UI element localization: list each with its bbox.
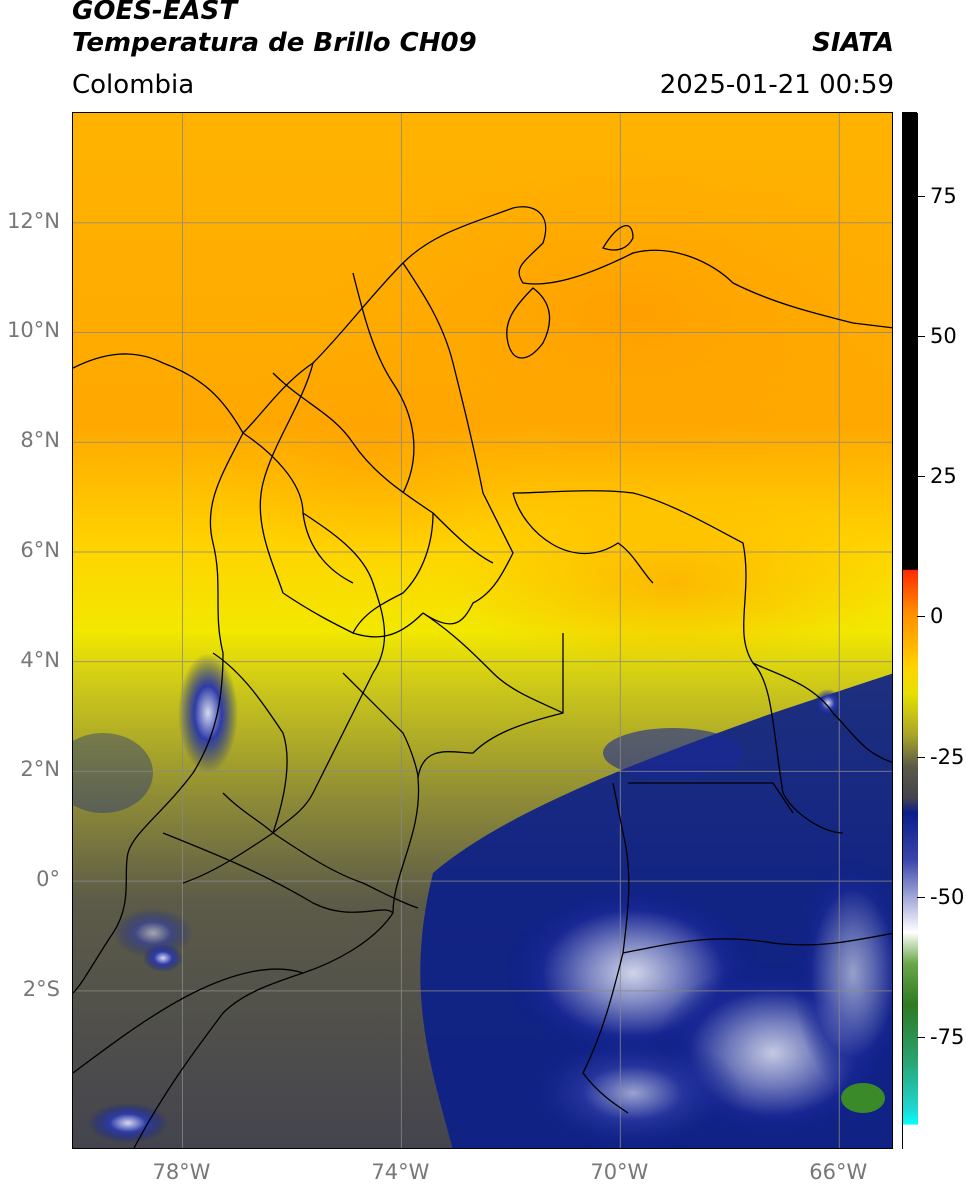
title-line-1: GOES-EAST: [72, 0, 238, 26]
colorbar-tick: [917, 336, 925, 338]
colorbar-label: 50: [930, 324, 957, 349]
convective-cell: [113, 908, 193, 958]
colorbar-tick: [917, 616, 925, 618]
borders: [73, 206, 892, 1148]
colorbar-svg: [903, 113, 918, 1150]
convective-cell: [143, 944, 183, 972]
convective-cell: [178, 653, 238, 773]
longitude-label: 66°W: [809, 1160, 868, 1184]
latitude-label: 6°N: [20, 537, 60, 562]
colorbar-tick: [917, 476, 925, 478]
satellite-map[interactable]: [72, 112, 893, 1149]
colorbar: [902, 112, 918, 1150]
latitude-label: 10°N: [7, 318, 60, 343]
latitude-label: 4°N: [20, 647, 60, 672]
colorbar-label: -50: [930, 884, 965, 909]
cold-core: [793, 853, 892, 1093]
longitude-label: 78°W: [152, 1160, 211, 1184]
colorbar-tick: [917, 896, 925, 898]
cold-patch: [523, 1033, 743, 1148]
colorbar-label: 0: [930, 604, 944, 629]
colorbar-label: 25: [930, 464, 957, 489]
latitude-label: 8°N: [20, 428, 60, 453]
brand-label: SIATA: [812, 28, 894, 58]
warm-lobe: [213, 323, 533, 563]
latitude-label: 0°: [36, 867, 60, 892]
latitude-label: 12°N: [7, 208, 60, 233]
colorbar-tick: [917, 196, 925, 198]
colorbar-tick: [917, 756, 925, 758]
convective-cell: [73, 733, 153, 813]
datetime-label: 2025-01-21 00:59: [659, 70, 894, 100]
colorbar-label: -75: [930, 1024, 965, 1049]
warm-lobe: [453, 493, 892, 673]
longitude-label: 74°W: [371, 1160, 430, 1184]
convective-cell: [88, 1103, 168, 1143]
colorbar-label: -25: [930, 744, 965, 769]
title-line-2: Temperatura de Brillo CH09: [72, 28, 477, 58]
latitude-label: 2°S: [22, 976, 60, 1001]
convective-cell: [814, 689, 842, 717]
convective-cell: [603, 728, 743, 778]
latitude-label: 2°N: [20, 757, 60, 782]
graticule: [73, 113, 892, 1148]
colorbar-tick: [917, 1036, 925, 1038]
satellite-map-svg: [73, 113, 892, 1148]
longitude-label: 70°W: [590, 1160, 649, 1184]
colorbar-label: 75: [930, 184, 957, 209]
region-label: Colombia: [72, 70, 195, 100]
green-cold-spot: [841, 1083, 885, 1113]
